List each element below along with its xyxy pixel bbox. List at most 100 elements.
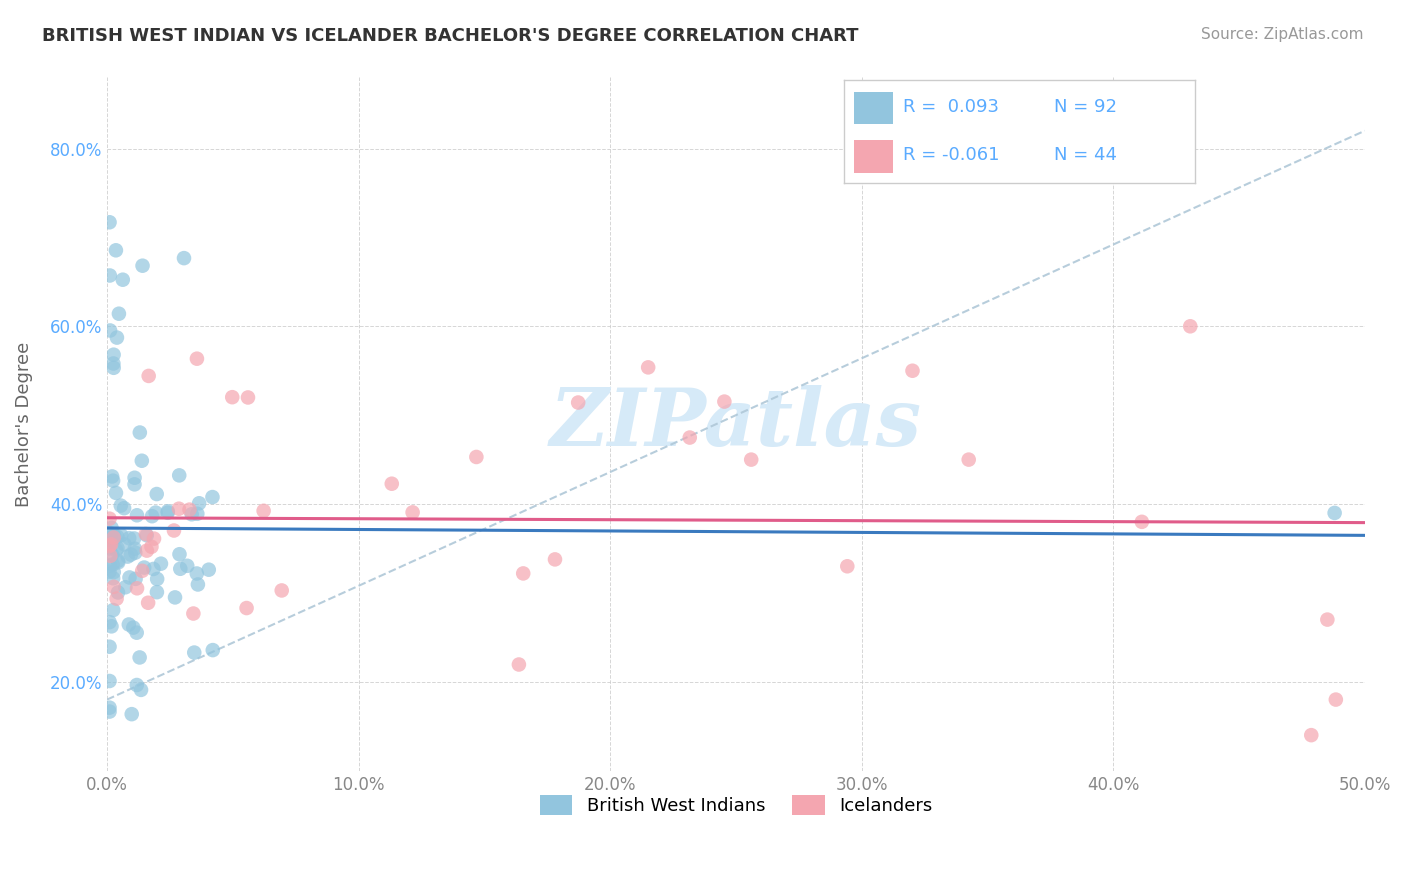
Y-axis label: Bachelor's Degree: Bachelor's Degree [15,342,32,507]
Point [124,546,146,560]
Point [135,528,157,542]
Text: R =  0.093: R = 0.093 [904,98,1000,116]
Point [141,509,163,524]
Point [107,585,129,599]
Point [188,496,211,510]
Point [512,566,534,581]
Point [167,501,190,516]
Point [143,532,166,546]
Point [98,526,121,541]
Point [163,524,186,538]
Point [138,368,160,383]
Point [98,539,121,553]
Point [201,490,224,504]
Point [103,565,125,579]
Point [100,533,122,548]
Point [122,532,145,546]
Point [98,615,121,629]
Point [104,486,127,500]
Point [197,563,219,577]
Point [124,471,146,485]
Point [103,603,125,617]
Point [544,552,567,566]
Point [107,555,129,569]
Point [118,531,141,545]
Point [1130,515,1153,529]
Point [121,707,143,722]
Text: N = 44: N = 44 [1054,146,1118,164]
Point [465,450,488,464]
Text: ZIPatlas: ZIPatlas [550,385,922,463]
Point [1316,613,1339,627]
Point [105,330,128,344]
Point [186,566,208,581]
Point [107,541,129,556]
Point [101,474,124,488]
Point [167,468,190,483]
Point [125,582,148,596]
Point [98,640,121,654]
Point [100,537,122,551]
Point [134,560,156,574]
Point [118,570,141,584]
Point [98,673,121,688]
Point [103,528,125,542]
Point [105,543,128,558]
Point [111,273,134,287]
Point [186,507,208,521]
Point [187,577,209,591]
Point [98,511,121,525]
Point [183,607,205,621]
Point [98,705,121,719]
Point [98,268,121,283]
Point [567,395,589,409]
Point [114,537,136,551]
Point [98,700,121,714]
Point [118,617,141,632]
Point [100,521,122,535]
Point [124,572,146,586]
Point [101,548,124,562]
Point [105,591,128,606]
Text: Source: ZipAtlas.com: Source: ZipAtlas.com [1201,27,1364,42]
Point [103,348,125,362]
Point [98,323,121,337]
Point [156,506,179,520]
Point [135,527,157,541]
Legend: British West Indians, Icelanders: British West Indians, Icelanders [530,786,941,824]
Point [901,364,924,378]
Point [156,504,179,518]
Point [117,549,139,564]
Point [100,619,122,633]
Point [141,540,163,554]
Point [186,351,208,366]
Point [103,360,125,375]
Point [98,565,121,579]
Point [713,394,735,409]
Point [114,580,136,594]
Point [125,678,148,692]
Point [1323,506,1346,520]
Point [169,562,191,576]
Point [957,452,980,467]
Point [110,499,132,513]
Point [145,487,167,501]
Point [103,357,125,371]
Point [125,625,148,640]
Point [112,501,135,516]
Point [101,571,124,585]
Point [98,549,121,563]
Point [508,657,530,672]
Point [108,307,131,321]
Point [145,506,167,520]
Point [120,548,142,562]
Point [101,558,124,572]
Point [124,477,146,491]
Point [236,391,259,405]
Point [381,476,404,491]
Point [98,541,121,556]
Point [146,585,169,599]
Point [235,601,257,615]
Point [103,580,125,594]
Point [401,505,423,519]
